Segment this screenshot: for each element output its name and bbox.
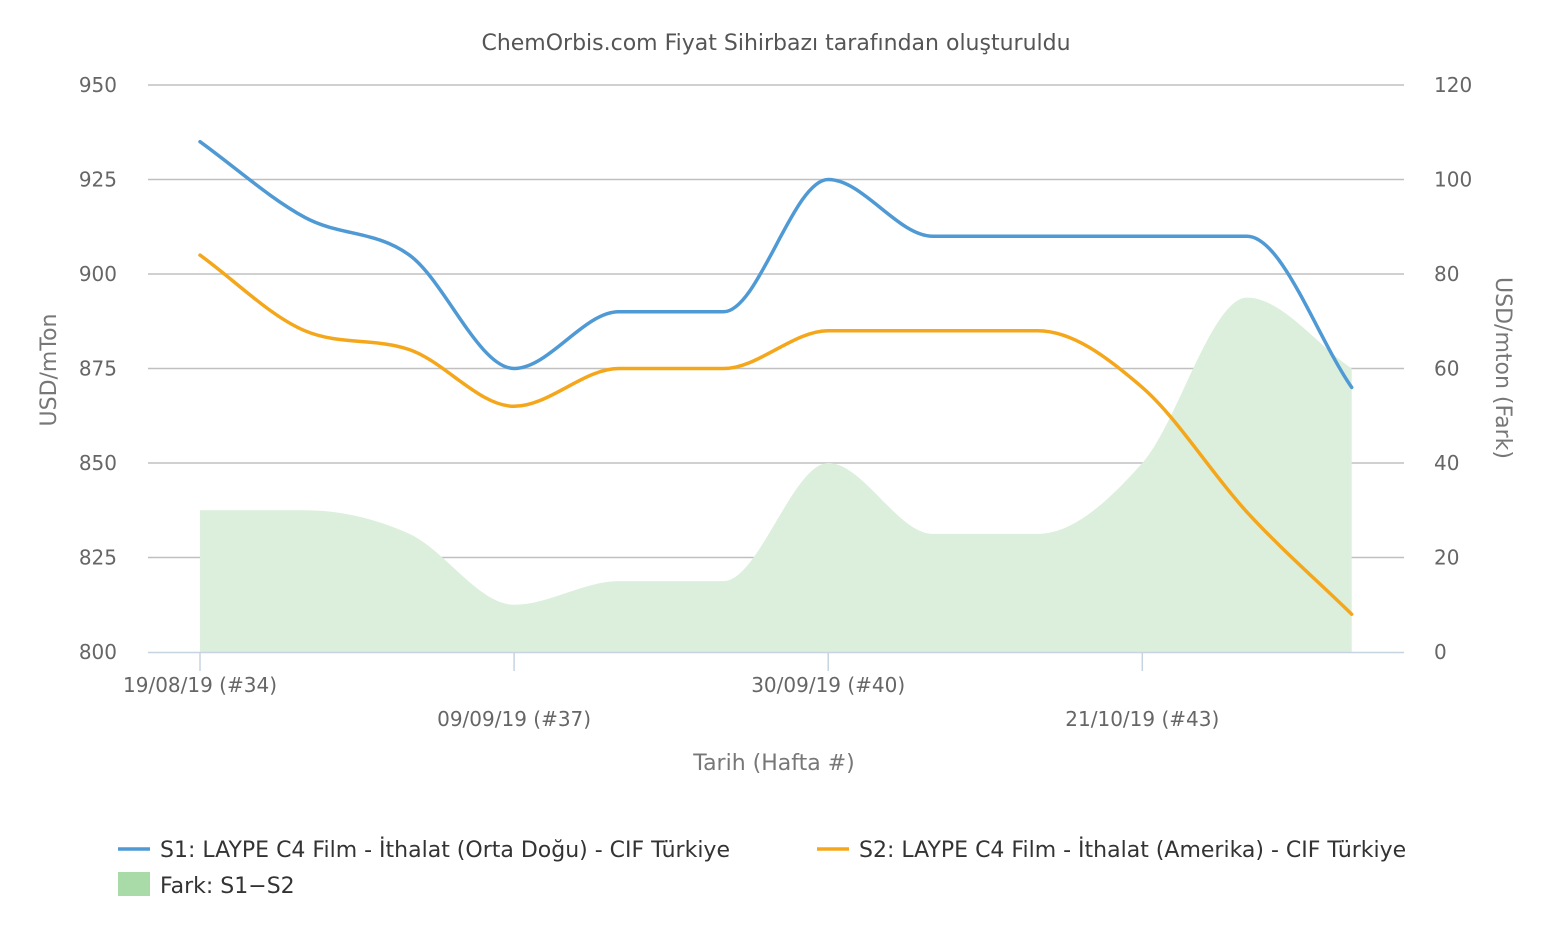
y2-tick-label: 80 [1434, 262, 1459, 286]
line-series-1 [198, 139, 1354, 390]
y-tick-label: 875 [79, 357, 117, 381]
y-tick-label: 950 [79, 73, 117, 97]
y-tick-label: 850 [79, 451, 117, 475]
legend[interactable]: S1: LAYPE C4 Film - İthalat (Orta Doğu) … [118, 837, 1406, 899]
legend-label-s1: S1: LAYPE C4 Film - İthalat (Orta Doğu) … [160, 837, 730, 863]
legend-label-diff: Fark: S1−S2 [160, 874, 295, 899]
area-difference [200, 297, 1352, 652]
difference-area [200, 297, 1352, 652]
x-tick-label: 21/10/19 (#43) [1065, 707, 1219, 731]
line-series-2 [198, 253, 1354, 616]
chart-title: ChemOrbis.com Fiyat Sihirbazı tarafından… [481, 31, 1070, 56]
y-tick-label: 825 [79, 546, 117, 570]
y2-axis-title: USD/mton (Fark) [1490, 277, 1515, 459]
y2-tick-label: 120 [1434, 73, 1472, 97]
y-axis-title: USD/mTon [37, 314, 62, 427]
x-axis-title: Tarih (Hafta #) [692, 751, 854, 776]
y2-tick-label: 60 [1434, 357, 1459, 381]
y2-tick-label: 0 [1434, 640, 1447, 664]
y2-tick-label: 40 [1434, 451, 1459, 475]
x-axis: 19/08/19 (#34) 09/09/19 (#37) 30/09/19 (#4… [123, 651, 1404, 731]
y2-tick-label: 20 [1434, 546, 1459, 570]
y-tick-label: 900 [79, 262, 117, 286]
x-tick-label: 19/08/19 (#34) [123, 673, 277, 697]
y2-tick-label: 100 [1434, 168, 1472, 192]
legend-label-s2: S2: LAYPE C4 Film - İthalat (Amerika) - … [859, 837, 1406, 863]
x-tick-label: 30/09/19 (#40) [751, 673, 905, 697]
x-tick-label: 09/09/19 (#37) [437, 707, 591, 731]
price-lines [198, 139, 1354, 616]
legend-swatch-diff [118, 872, 150, 896]
y-tick-label: 800 [79, 640, 117, 664]
right-axis-ticks: 0 20 40 60 80 100 120 [1434, 73, 1472, 664]
y-tick-label: 925 [79, 168, 117, 192]
left-axis-ticks: 800 825 850 875 900 925 950 [79, 73, 117, 664]
